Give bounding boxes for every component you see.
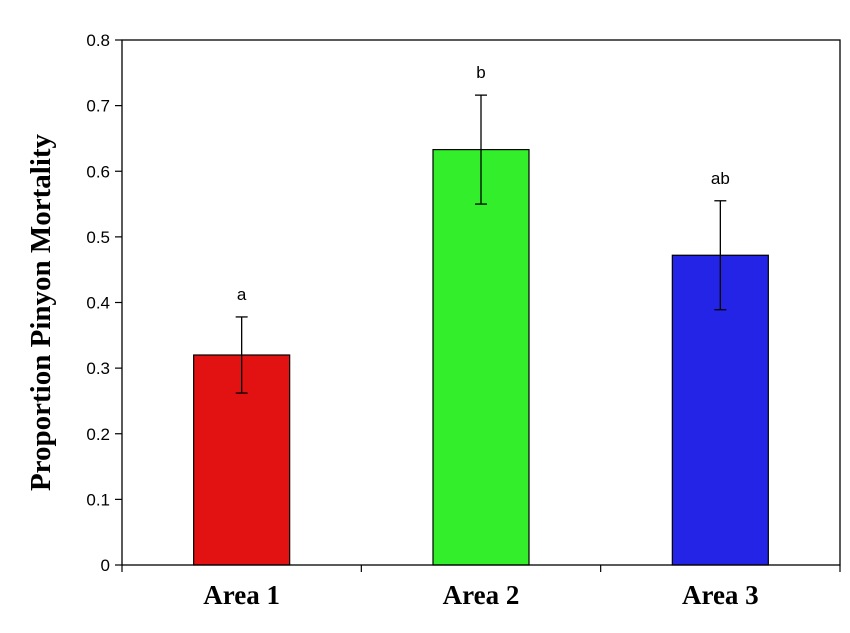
significance-label: ab bbox=[711, 169, 730, 188]
y-tick-label: 0.5 bbox=[86, 228, 110, 247]
x-category-label: Area 2 bbox=[443, 580, 520, 610]
y-tick-label: 0.4 bbox=[86, 294, 110, 313]
y-axis-title: Proportion Pinyon Mortality bbox=[25, 133, 57, 491]
significance-label: a bbox=[237, 285, 247, 304]
y-axis-ticks: 0 0.1 0.2 0.3 0.4 0.5 0.6 0.7 0.8 bbox=[86, 31, 122, 575]
y-tick-label: 0.8 bbox=[86, 31, 110, 50]
y-tick-label: 0.3 bbox=[86, 359, 110, 378]
y-tick-label: 0.1 bbox=[86, 490, 110, 509]
x-category-label: Area 3 bbox=[682, 580, 759, 610]
y-tick-label: 0.2 bbox=[86, 425, 110, 444]
plot-frame bbox=[121, 39, 841, 566]
significance-label: b bbox=[476, 63, 485, 82]
x-axis-ticks: Area 1 Area 2 Area 3 bbox=[121, 565, 841, 610]
y-tick-label: 0.7 bbox=[86, 97, 110, 116]
bar-2 bbox=[432, 148, 530, 566]
y-tick-label: 0.6 bbox=[86, 162, 110, 181]
x-category-label: Area 1 bbox=[203, 580, 280, 610]
y-tick-label: 0 bbox=[101, 556, 110, 575]
